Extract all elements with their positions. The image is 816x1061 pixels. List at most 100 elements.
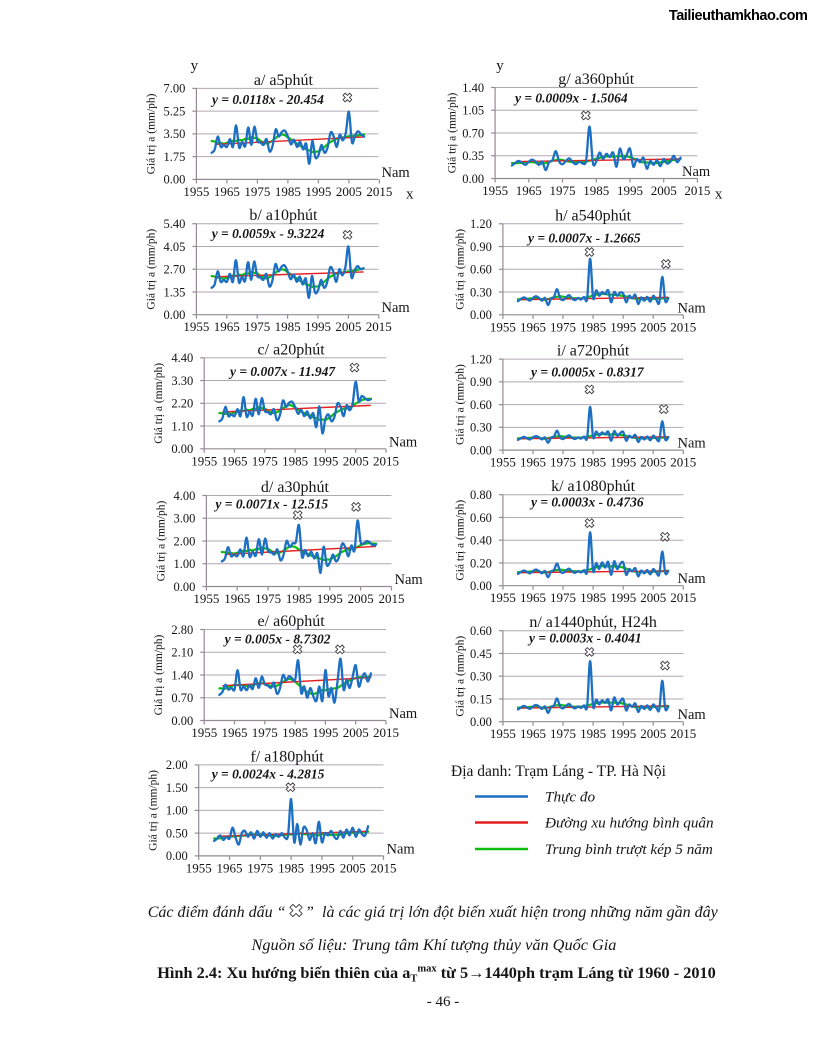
- svg-text:2015: 2015: [371, 860, 397, 875]
- svg-text:5.25: 5.25: [164, 104, 186, 118]
- svg-text:d/ a30phút: d/ a30phút: [261, 479, 330, 496]
- svg-text:1955: 1955: [490, 590, 516, 605]
- svg-text:0.15: 0.15: [470, 692, 492, 706]
- svg-text:f/ a180phút: f/ a180phút: [250, 748, 324, 765]
- svg-text:1985: 1985: [580, 455, 606, 470]
- svg-text:0.00: 0.00: [166, 849, 188, 863]
- svg-text:1975: 1975: [255, 591, 281, 606]
- svg-text:y = 0.0071x - 12.515: y = 0.0071x - 12.515: [213, 497, 328, 512]
- svg-text:1.10: 1.10: [171, 419, 193, 433]
- svg-text:Thực đo: Thực đo: [545, 789, 595, 806]
- svg-text:y = 0.0003x - 0.4736: y = 0.0003x - 0.4736: [529, 495, 644, 510]
- svg-text:2005: 2005: [651, 183, 677, 198]
- svg-text:2015: 2015: [670, 455, 696, 470]
- svg-text:1.40: 1.40: [171, 668, 193, 682]
- svg-text:1985: 1985: [580, 726, 606, 741]
- svg-text:0.80: 0.80: [470, 488, 492, 502]
- svg-text:1.35: 1.35: [164, 285, 186, 299]
- svg-text:2015: 2015: [670, 319, 696, 334]
- svg-text:Nam: Nam: [395, 572, 424, 588]
- svg-text:2005: 2005: [335, 319, 361, 334]
- svg-text:0.60: 0.60: [470, 263, 492, 277]
- svg-text:Nam: Nam: [382, 300, 411, 316]
- svg-text:h/ a540phút: h/ a540phút: [555, 207, 632, 224]
- svg-text:1995: 1995: [610, 590, 636, 605]
- svg-text:Giá trị a (mm/ph): Giá trị a (mm/ph): [153, 363, 165, 444]
- svg-text:Tailieuthamkhao.com: Tailieuthamkhao.com: [669, 8, 808, 24]
- svg-text:y = 0.0007x - 1.2665: y = 0.0007x - 1.2665: [526, 230, 641, 245]
- svg-text:1.00: 1.00: [174, 557, 196, 571]
- svg-text:Giá trị a (mm/ph): Giá trị a (mm/ph): [145, 93, 157, 174]
- svg-text:Giá trị a (mm/ph): Giá trị a (mm/ph): [153, 634, 165, 715]
- svg-text:x: x: [406, 187, 414, 203]
- svg-text:1985: 1985: [275, 184, 301, 199]
- svg-text:0.45: 0.45: [470, 647, 492, 661]
- svg-text:y = 0.0005x - 0.8317: y = 0.0005x - 0.8317: [529, 365, 645, 380]
- svg-text:c/ a20phút: c/ a20phút: [258, 341, 326, 358]
- svg-text:1975: 1975: [244, 319, 270, 334]
- svg-text:Nam: Nam: [389, 706, 418, 722]
- svg-text:1975: 1975: [550, 590, 576, 605]
- svg-text:0.40: 0.40: [470, 534, 492, 548]
- svg-text:1985: 1985: [282, 725, 308, 740]
- svg-text:1995: 1995: [610, 319, 636, 334]
- svg-text:Nam: Nam: [682, 164, 711, 180]
- svg-text:2015: 2015: [366, 184, 392, 199]
- svg-text:1985: 1985: [278, 860, 304, 875]
- svg-text:x: x: [715, 187, 723, 203]
- svg-text:0.00: 0.00: [470, 579, 492, 593]
- svg-text:Nam: Nam: [678, 436, 707, 452]
- svg-text:2.80: 2.80: [171, 623, 193, 637]
- svg-text:1995: 1995: [317, 591, 343, 606]
- svg-text:1995: 1995: [309, 860, 335, 875]
- svg-text:0.20: 0.20: [470, 556, 492, 570]
- svg-text:2.00: 2.00: [174, 534, 196, 548]
- svg-text:y = 0.0024x - 4.2815: y = 0.0024x - 4.2815: [210, 766, 325, 781]
- svg-text:0.60: 0.60: [470, 624, 492, 638]
- svg-text:y = 0.0003x - 0.4041: y = 0.0003x - 0.4041: [527, 631, 642, 646]
- svg-text:0.60: 0.60: [470, 511, 492, 525]
- svg-text:1985: 1985: [275, 319, 301, 334]
- svg-text:Giá trị a (mm/ph): Giá trị a (mm/ph): [145, 229, 157, 310]
- svg-text:1995: 1995: [617, 183, 643, 198]
- svg-text:3.30: 3.30: [171, 374, 193, 388]
- svg-text:1995: 1995: [312, 725, 338, 740]
- svg-text:2015: 2015: [366, 319, 392, 334]
- svg-text:2005: 2005: [348, 591, 374, 606]
- svg-text:2015: 2015: [670, 726, 696, 741]
- svg-text:a/ a5phút: a/ a5phút: [254, 72, 314, 89]
- svg-text:1.50: 1.50: [166, 781, 188, 795]
- svg-text:Các điểm đánh dấu “: Các điểm đánh dấu “: [148, 904, 286, 921]
- svg-text:y: y: [496, 58, 504, 74]
- svg-text:là các giá trị lớn đột biến xu: là các giá trị lớn đột biến xuất hiện tr…: [322, 904, 719, 921]
- svg-text:1955: 1955: [183, 184, 209, 199]
- svg-text:y = 0.0118x - 20.454: y = 0.0118x - 20.454: [210, 92, 324, 107]
- svg-text:7.00: 7.00: [164, 82, 186, 96]
- svg-text:1995: 1995: [610, 455, 636, 470]
- svg-text:0.70: 0.70: [171, 691, 193, 705]
- svg-text:1965: 1965: [520, 455, 546, 470]
- svg-text:1965: 1965: [224, 591, 250, 606]
- svg-text:4.40: 4.40: [171, 351, 193, 365]
- svg-text:3.00: 3.00: [174, 512, 196, 526]
- svg-text:1965: 1965: [222, 725, 248, 740]
- svg-text:2005: 2005: [343, 725, 369, 740]
- svg-text:1955: 1955: [490, 455, 516, 470]
- svg-text:1965: 1965: [516, 183, 542, 198]
- svg-text:0.00: 0.00: [462, 172, 484, 186]
- svg-text:k/ a1080phút: k/ a1080phút: [551, 478, 636, 495]
- svg-text:2015: 2015: [684, 183, 710, 198]
- svg-text:Giá trị a (mm/ph): Giá trị a (mm/ph): [454, 229, 466, 310]
- svg-text:2015: 2015: [379, 591, 405, 606]
- svg-text:1975: 1975: [550, 319, 576, 334]
- svg-text:4.05: 4.05: [164, 240, 186, 254]
- svg-text:1.40: 1.40: [462, 81, 484, 95]
- svg-text:1965: 1965: [520, 726, 546, 741]
- svg-text:0.90: 0.90: [470, 375, 492, 389]
- svg-text:5.40: 5.40: [164, 217, 186, 231]
- svg-text:1995: 1995: [312, 453, 338, 468]
- svg-text:1.20: 1.20: [470, 217, 492, 231]
- svg-text:2005: 2005: [640, 590, 666, 605]
- svg-text:y: y: [191, 58, 199, 74]
- svg-text:1985: 1985: [580, 590, 606, 605]
